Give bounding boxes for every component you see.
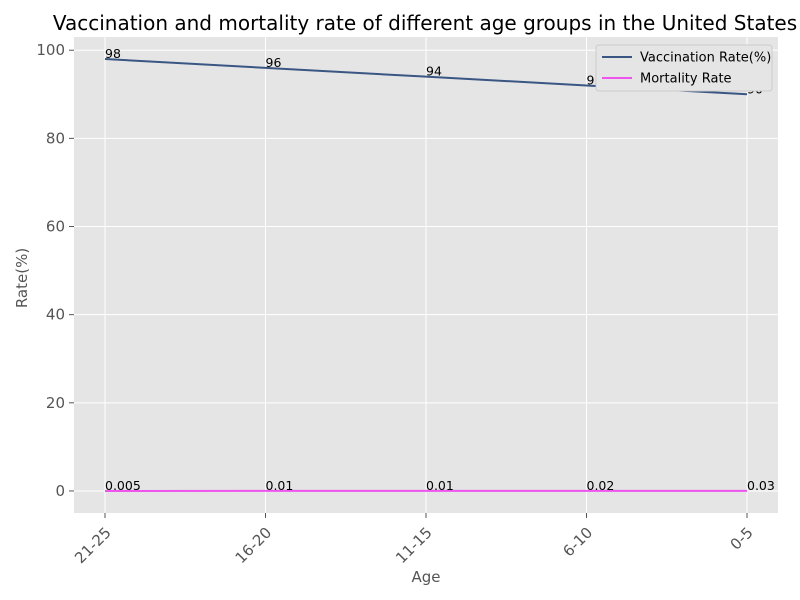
chart-title: Vaccination and mortality rate of differ…: [53, 11, 797, 35]
data-label: 0.03: [747, 478, 775, 493]
legend-label: Vaccination Rate(%): [640, 51, 771, 66]
data-label: 0.01: [266, 478, 294, 493]
data-label: 98: [105, 46, 121, 61]
x-axis-label: Age: [411, 568, 440, 586]
y-tick-label: 20: [46, 394, 65, 412]
legend-box: [595, 44, 773, 92]
data-label: 0.01: [426, 478, 454, 493]
data-label: 0.02: [587, 478, 615, 493]
data-label: 96: [266, 55, 282, 70]
y-tick-label: 100: [36, 41, 65, 59]
y-tick-label: 40: [46, 306, 65, 324]
data-label: 94: [426, 64, 442, 79]
legend-label: Mortality Rate: [640, 72, 732, 87]
y-tick-label: 0: [55, 482, 65, 500]
grid-lines: [74, 37, 778, 513]
y-tick-label: 80: [46, 129, 65, 147]
legend: Vaccination Rate(%) Mortality Rate: [595, 44, 773, 92]
y-axis-ticks: 0 20 40 60 80 100: [36, 41, 74, 500]
data-label: 0.005: [105, 478, 141, 493]
y-tick-label: 60: [46, 218, 65, 236]
y-axis-label: Rate(%): [13, 248, 31, 308]
